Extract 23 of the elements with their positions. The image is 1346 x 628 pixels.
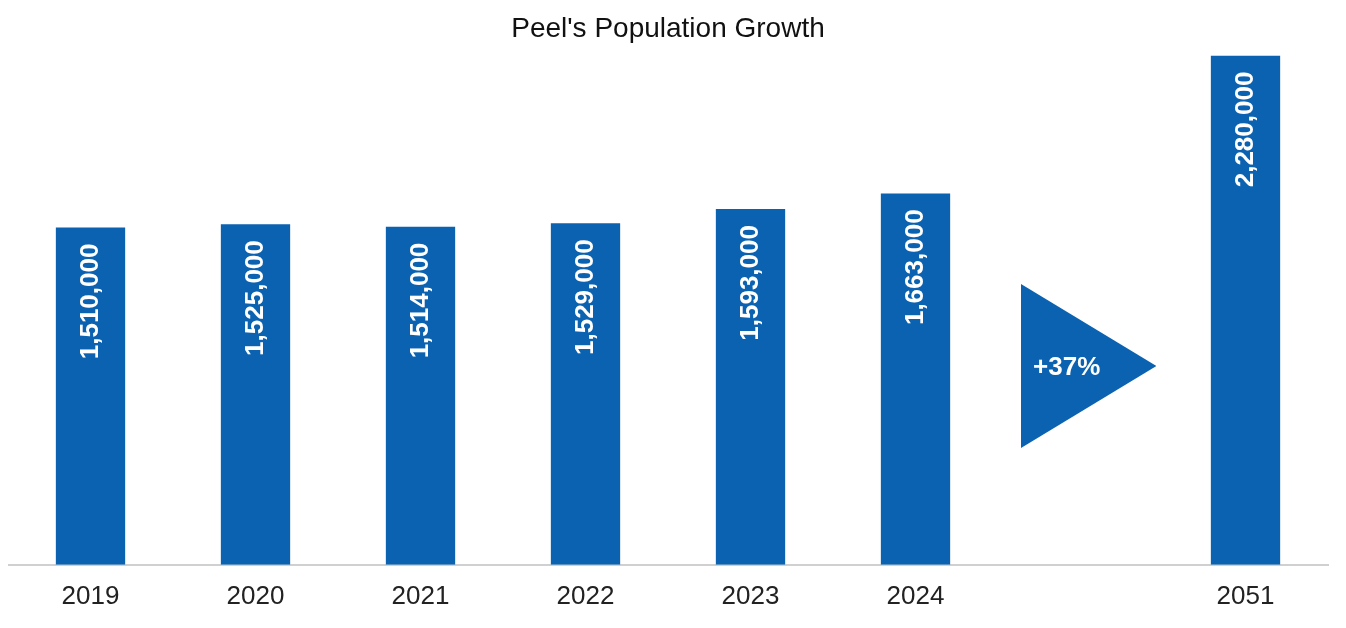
data-label: 2,280,000 — [1228, 71, 1259, 188]
data-label: 1,663,000 — [898, 209, 929, 326]
x-tick-label: 2023 — [721, 579, 780, 610]
data-label: 1,529,000 — [568, 239, 599, 355]
bar — [55, 227, 126, 565]
x-tick-label: 2051 — [1216, 579, 1275, 610]
x-tick-label: 2019 — [61, 579, 120, 610]
x-tick-label: 2020 — [226, 579, 285, 610]
bar — [880, 193, 951, 565]
bar — [220, 224, 291, 565]
bar — [715, 209, 786, 565]
x-tick-label: 2022 — [556, 579, 615, 610]
chart-title: Peel's Population Growth — [511, 11, 825, 43]
x-tick-label: 2021 — [391, 579, 450, 610]
annotation: +37% — [1033, 350, 1101, 383]
data-label: 1,510,000 — [73, 243, 104, 360]
bar — [385, 226, 456, 565]
data-label: 1,593,000 — [733, 225, 764, 341]
data-label: 1,525,000 — [238, 240, 269, 356]
bar — [550, 223, 621, 565]
data-label: 1,514,000 — [403, 242, 434, 359]
bar — [1210, 55, 1281, 565]
x-tick-label: 2024 — [886, 579, 945, 610]
